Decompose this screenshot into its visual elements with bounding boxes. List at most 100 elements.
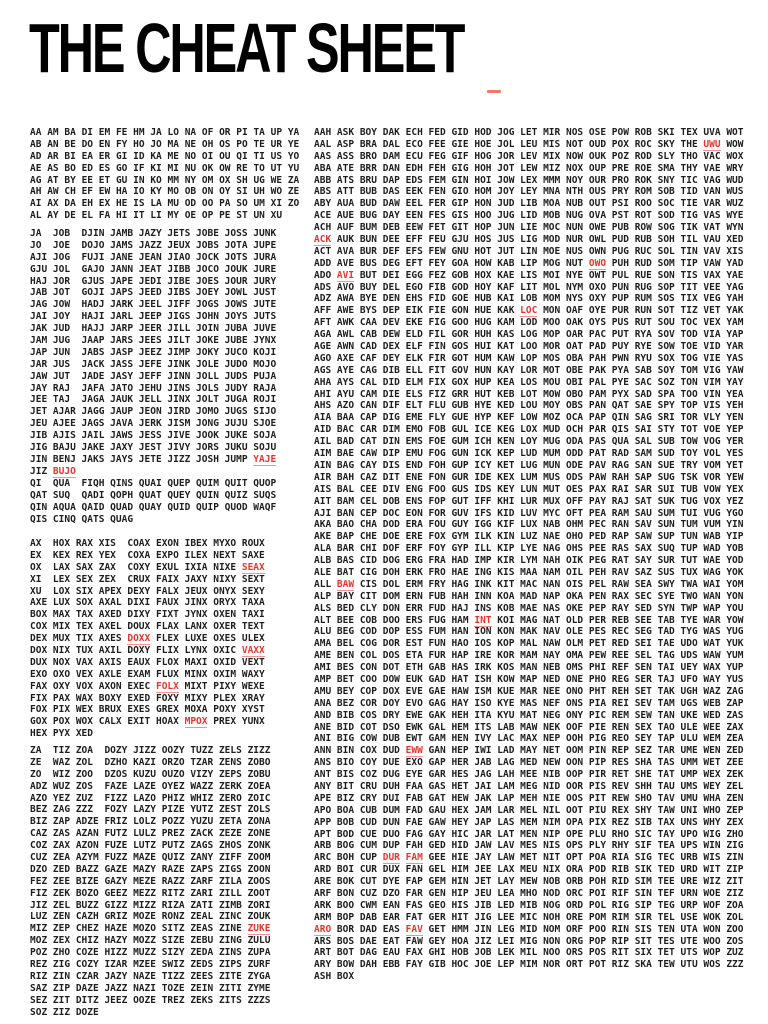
word-line: COX MIX TEX AXEL DOUX FLAX LANX OXER TEX… xyxy=(30,621,265,633)
new-word-highlight: FAV xyxy=(405,923,423,936)
j-words-block: JA JOB DJIN JAMB JAZY JETS JOBE JOSS JUN… xyxy=(30,228,277,478)
word-line: ARE BOK CUT DYE FAP GEM HIN JET LAY MEW … xyxy=(314,876,744,888)
word-line: ACT AVA BUR DEF EFS FEW GNU HOT JUT LIN … xyxy=(314,245,744,257)
word-line: AMA BEL COG DOR EST FUN HAO IOS KOP MAL … xyxy=(314,638,744,650)
word-line: MIZ ZEP CHEZ HAZE MOZO SITZ ZEAS ZINE ZU… xyxy=(30,923,271,936)
word-line: ADS AVO BUY DEL EGO FIB GOD HOY KAF LIT … xyxy=(314,281,744,293)
word-line: JAY RAJ JAFA JATO JEHU JINS JOLS JUDY RA… xyxy=(30,382,277,394)
word-line: ASH BOX xyxy=(314,971,355,983)
word-line: BIZ ZAP ADZE FRIZ LOLZ POZZ YUZU ZETA ZO… xyxy=(30,816,271,828)
word-line: JIZ BUJO xyxy=(30,465,76,478)
word-line: ADZ WUZ ZOS FAZE LAZE OYEZ WAZZ ZERK ZOE… xyxy=(30,780,271,792)
word-line: AH AW CH EF EW HA IO KY MO OB ON OY SI U… xyxy=(30,186,300,198)
word-line: ANE BID COT DSO EWK GAL HEM ITS LAB MAW … xyxy=(314,721,744,733)
word-line: ARS BOS DAE EAT FAW GEY HOA JIZ LEI MIG … xyxy=(314,935,744,947)
word-line: XI LEX SEX ZEX CRUX FAIX JAXY NIXY SEXT xyxy=(30,573,265,585)
word-line: AG AT BY EE ET GU IN KO MM NY OM OX SH U… xyxy=(30,174,300,186)
new-word-highlight: FOLX xyxy=(155,680,179,693)
word-line: ABS ATT BUB DAS EEK FEN GIO HOM JOY LEY … xyxy=(314,186,744,198)
word-line: DZO ZED BAZZ GAZE MAZY RAZE ZAPS ZIGS ZO… xyxy=(30,863,271,875)
word-line: AJI JOG FUJI JANE JEAN JIAO JOCK JOTS JU… xyxy=(30,251,277,263)
word-line: ZA TIZ ZOA DOZY JIZZ OOZY TUZZ ZELS ZIZZ xyxy=(30,745,271,756)
two-letter-words-block: AA AM BA DI EM FE HM JA LO NA OF OR PI T… xyxy=(30,127,299,222)
word-line: JA JOB DJIN JAMB JAZY JETS JOBE JOSS JUN… xyxy=(30,228,277,239)
new-word-highlight: BAW xyxy=(336,578,355,591)
new-word-highlight: OWO xyxy=(588,257,607,270)
word-line: ACE AUE BUG DAY EEN FES GIS HOO JUG LID … xyxy=(314,210,744,222)
word-line: ALA BAR CHI DOF ERF FOY GYP ILL KIP LYE … xyxy=(314,543,744,555)
word-line: ADZ AWA BYE DEN EHS FID GOE HUB KAI LOB … xyxy=(314,293,744,305)
word-line: AIN BAG CAY DIS END FOH GUP ICY KET LUG … xyxy=(314,459,744,471)
word-line: AA AM BA DI EM FE HM JA LO NA OF OR PI T… xyxy=(30,127,300,138)
word-line: AAS ASS BRO DAM ECU FEG GIF HOG JOR LEV … xyxy=(314,150,744,162)
x-words-block: AX HOX RAX XIS COAX EXON IBEX MYXO ROUX E… xyxy=(30,538,265,740)
new-word-highlight: MPOX xyxy=(184,716,208,729)
word-line: BOX MAX TAX AXED DIXY FIXT JYNX OXEN TAX… xyxy=(30,609,265,621)
word-line: AZO YEZ ZUZ FIZZ LAZO PHIZ WHIZ ZERO ZOI… xyxy=(30,792,271,804)
word-line: ARC BOH CUP DUR FAM GEE HIE JAY LAW MET … xyxy=(314,852,744,865)
word-line: AX HOX RAX XIS COAX EXON IBEX MYXO ROUX xyxy=(30,538,265,549)
word-line: JAW JUT JADE JASY JEFF JINN JOLL JUDS PU… xyxy=(30,370,277,382)
word-line: ARM BOP DAB EAR FAT GER HIT JIG LEE MIC … xyxy=(314,911,744,923)
word-line: DEX MUX TIX AXES DOXX FLEX LUXE OXES ULE… xyxy=(30,633,265,646)
word-line: RIZ ZIN CZAR JAZY NAZE TIZZ ZEES ZITE ZY… xyxy=(30,970,271,982)
new-word-highlight: BUJO xyxy=(52,465,76,478)
word-line: JAR JUS JACK JASS JEFE JINK JOLE JUDO MO… xyxy=(30,358,277,370)
word-line: SEZ ZIT DITZ JEEZ OOZE TREZ ZEKS ZITS ZZ… xyxy=(30,994,271,1006)
word-line: DOX NIX TUX AXIL DOXY FLIX LYNX OXIC VAX… xyxy=(30,645,265,658)
word-line: ARY BOW DAH EBB FAY GIB HOC JOE LEP MIM … xyxy=(314,959,744,971)
word-line: AMP BET COO DOW EUK GAD HAT ISH KOW MAP … xyxy=(314,673,744,685)
new-word-highlight: ARO xyxy=(314,923,332,936)
new-word-highlight: AVI xyxy=(336,269,355,282)
word-line: FIX PAX WAX BOXY EXED FOXY MIXY PLEX XRA… xyxy=(30,692,265,704)
z-words-block: ZA TIZ ZOA DOZY JIZZ OOZY TUZZ ZELS ZIZZ… xyxy=(30,745,271,1018)
word-line: AXE LUX SOX AXAL DIXI FAUX JINX ORYX TAX… xyxy=(30,597,265,609)
word-line: AL AY DE EL FA HI IT LI MY OE OP PE ST U… xyxy=(30,210,283,222)
word-line: AFT AWK CAA DEV EKE FIG GOO HUG KAM LOD … xyxy=(314,317,744,329)
word-line: ALS BED CLY DON ERR FUD HAJ INS KOB MAE … xyxy=(314,602,744,614)
word-line: AKA BAO CHA DOD ERA FOU GUY IGG KIF LUX … xyxy=(314,519,744,531)
word-line: AME BEN COL DOS ETA FUR HAP IRE KOR MAM … xyxy=(314,650,744,662)
word-line: SOZ ZIZ DOZE xyxy=(30,1006,99,1018)
word-line: AIR BAH CAZ DIT ENE FON GUR IDE KEX LUM … xyxy=(314,471,744,483)
new-word-highlight: FAM xyxy=(405,852,423,865)
word-line: HEX PYX XED xyxy=(30,728,93,740)
word-line: GOX POX WOX CALX EXIT HOAX MPOX PREX YUN… xyxy=(30,716,265,729)
word-line: QI QUA FIQH QINS QUAI QUEP QUIM QUIT QUO… xyxy=(30,478,277,489)
word-line: ARB BOG CUM DUP FAH GED HID JAW LAV MES … xyxy=(314,840,744,852)
new-word-highlight: VAXX xyxy=(241,645,265,658)
word-line: ZE WAZ ZOL DZHO KAZI ORZO TZAR ZENS ZOBO xyxy=(30,756,271,768)
word-line: JO JOE DOJO JAMS JAZZ JEUX JOBS JOTA JUP… xyxy=(30,239,277,251)
word-line: QIN AQUA QAID QUAD QUAY QUID QUIP QUOD W… xyxy=(30,501,277,513)
word-line: ART BOT DAG EAU FAX GHI HOB JOB LEK MIL … xyxy=(314,947,744,959)
new-word-highlight: ACK xyxy=(314,234,332,247)
word-line: SAZ ZIP DAZE JAZZ NAZI TOZE ZEIN ZITI ZY… xyxy=(30,982,271,994)
word-line: AMI BES CON DOT ETH GAB HAS IRK KOS MAN … xyxy=(314,662,744,674)
word-line: ALP BAY CIT DOM ERN FUB HAH INN KOA MAD … xyxy=(314,590,744,602)
word-line: ARO BOR DAD EAS FAV GET HMM JIN LEG MID … xyxy=(314,923,744,936)
new-word-highlight: ZUKE xyxy=(247,923,271,936)
new-word-highlight: SEAX xyxy=(241,561,265,574)
word-line: JAB JOT GOJI JAPS JEED JIBS JOEY JOWL JU… xyxy=(30,287,277,299)
word-line: AGO AXE CAF DEY ELK FIR GOT HUM KAW LOP … xyxy=(314,352,744,364)
word-line: JET AJAR JAGG JAUP JEON JIRD JOMO JUGS S… xyxy=(30,406,277,418)
word-line: ACH AUF BUM DEB EEW FET GIT HOP JUN LIE … xyxy=(314,222,744,234)
word-line: AKE BAP CHE DOE ERE FOX GYM ILK KIN LUZ … xyxy=(314,531,744,543)
word-line: AHI AYU CAM DIE ELS FIZ GRR HUT KEB LOT … xyxy=(314,388,744,400)
word-line: COZ ZAX AZON FUZE LUTZ PUTZ ZAGS ZHOS ZO… xyxy=(30,840,271,852)
word-line: AIT BAM CEL DOB ENS FOP GUT IFF KHI LUR … xyxy=(314,495,744,507)
word-line: JAG JOW HADJ JARK JEEL JIFF JOGS JOWS JU… xyxy=(30,299,277,311)
word-line: ABA ATE BRR DAN EDH FEH GIG HOH JOT LEW … xyxy=(314,162,744,174)
word-line: AIS BAL CEE DIV ENG FOO GUS IDS KEY LUN … xyxy=(314,483,744,495)
word-line: AGE AWN CAD DEX ELF FIN GOS HUI KAT LOO … xyxy=(314,341,744,353)
word-line: CAZ ZAS AZAN FUTZ LULZ PREZ ZACK ZEZE ZO… xyxy=(30,828,271,840)
word-line: ARK BOO CWM EAN FAS GEO HIS JIB LED MIB … xyxy=(314,899,744,911)
word-line: OX LAX SAX ZAX COXY EXUL IXIA NIXE SEAX xyxy=(30,561,265,574)
word-line: DUX NOX VAX AXIS EAUX FLOX MAXI OXID VEX… xyxy=(30,656,265,668)
word-line: QIS CINQ QATS QUAG xyxy=(30,513,134,525)
word-line: JAK JUD HAJJ JARP JEER JILL JOIN JUBA JU… xyxy=(30,323,277,335)
word-line: FOX PIX WEX BRUX EXES GREX MOXA POXY XYS… xyxy=(30,704,265,716)
new-word-highlight: LOC xyxy=(520,305,538,318)
word-line: ADD AVE BUS DEG EFT FEY GOA HOW KAB LIP … xyxy=(314,257,744,270)
